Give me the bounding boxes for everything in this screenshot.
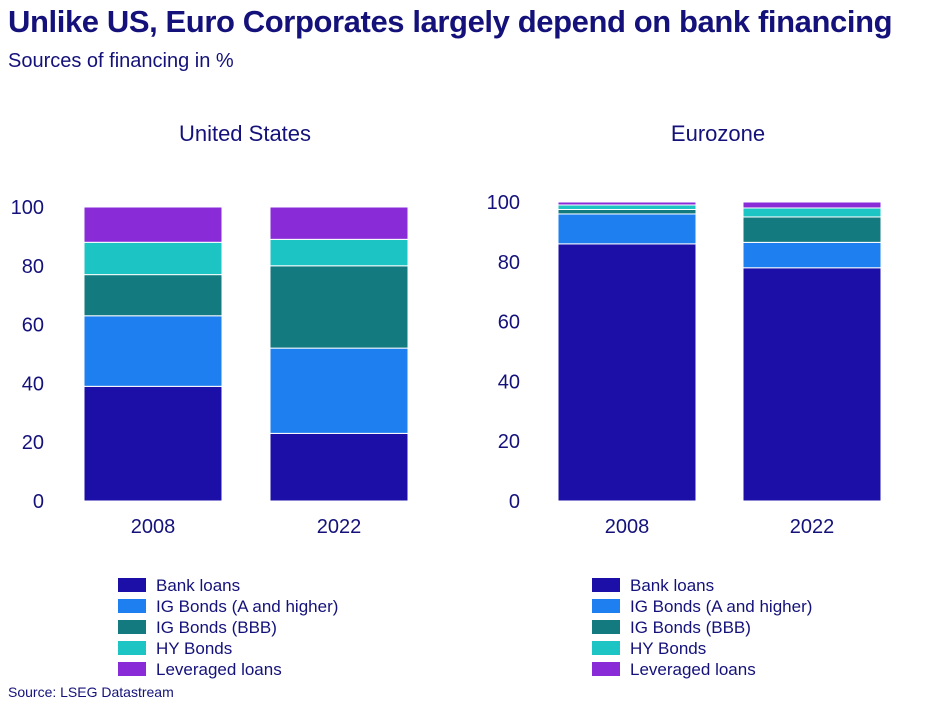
chart-title: Unlike US, Euro Corporates largely depen… (8, 4, 893, 39)
legend-swatch (592, 599, 620, 613)
bar-segment (269, 265, 409, 349)
bar-segment (83, 241, 223, 276)
y-tick-label: 100 (11, 197, 44, 219)
legend-swatch (592, 578, 620, 592)
panel-title: United States (179, 121, 311, 146)
y-tick-label: 80 (22, 256, 44, 278)
legend-swatch (118, 599, 146, 613)
legend-label: IG Bonds (A and higher) (156, 597, 338, 616)
bar-segment (269, 238, 409, 267)
bar-segment (269, 206, 409, 240)
legend-label: IG Bonds (BBB) (156, 618, 277, 637)
legend-swatch (118, 620, 146, 634)
bar-segment (83, 274, 223, 317)
bar-segment (742, 207, 882, 218)
legend-label: Bank loans (156, 576, 240, 595)
bar-segment (742, 241, 882, 269)
bar-segment (742, 201, 882, 209)
legend-swatch (118, 662, 146, 676)
source-note: Source: LSEG Datastream (8, 684, 174, 700)
legend-swatch (592, 641, 620, 655)
panel-title: Eurozone (671, 121, 765, 146)
legend-label: Bank loans (630, 576, 714, 595)
x-tick-label: 2008 (131, 516, 176, 538)
bar-segment (83, 385, 223, 502)
y-tick-label: 60 (22, 315, 44, 337)
y-tick-label: 20 (22, 432, 44, 454)
y-tick-label: 80 (498, 252, 520, 274)
y-tick-label: 40 (498, 371, 520, 393)
bar-segment (557, 208, 697, 215)
y-tick-label: 100 (487, 192, 520, 214)
bar-segment (269, 432, 409, 502)
y-tick-label: 40 (22, 373, 44, 395)
bar-segment (557, 243, 697, 502)
legend-swatch (118, 578, 146, 592)
legend-label: Leveraged loans (630, 660, 756, 679)
legend-label: HY Bonds (156, 639, 232, 658)
legend-label: Leveraged loans (156, 660, 282, 679)
bar-segment (742, 267, 882, 502)
y-tick-label: 60 (498, 312, 520, 334)
chart-subtitle: Sources of financing in % (8, 50, 234, 72)
bar-segment (83, 315, 223, 387)
legend-label: IG Bonds (A and higher) (630, 597, 812, 616)
bar-segment (742, 216, 882, 243)
bar-segment (269, 347, 409, 434)
legend-swatch (592, 662, 620, 676)
x-tick-label: 2008 (605, 516, 650, 538)
y-tick-label: 0 (509, 491, 520, 513)
legend-swatch (118, 641, 146, 655)
y-tick-label: 20 (498, 431, 520, 453)
x-tick-label: 2022 (790, 516, 835, 538)
bar-segment (557, 201, 697, 206)
bar-segment (83, 206, 223, 243)
bar-segment (557, 204, 697, 210)
chart-area: United States 0 20 40 60 80 100 2008 2022 Bank lo… (11, 121, 882, 679)
x-tick-label: 2022 (317, 516, 362, 538)
bar-segment (557, 213, 697, 245)
legend-label: IG Bonds (BBB) (630, 618, 751, 637)
y-tick-label: 0 (33, 491, 44, 513)
legend-label: HY Bonds (630, 639, 706, 658)
legend-swatch (592, 620, 620, 634)
